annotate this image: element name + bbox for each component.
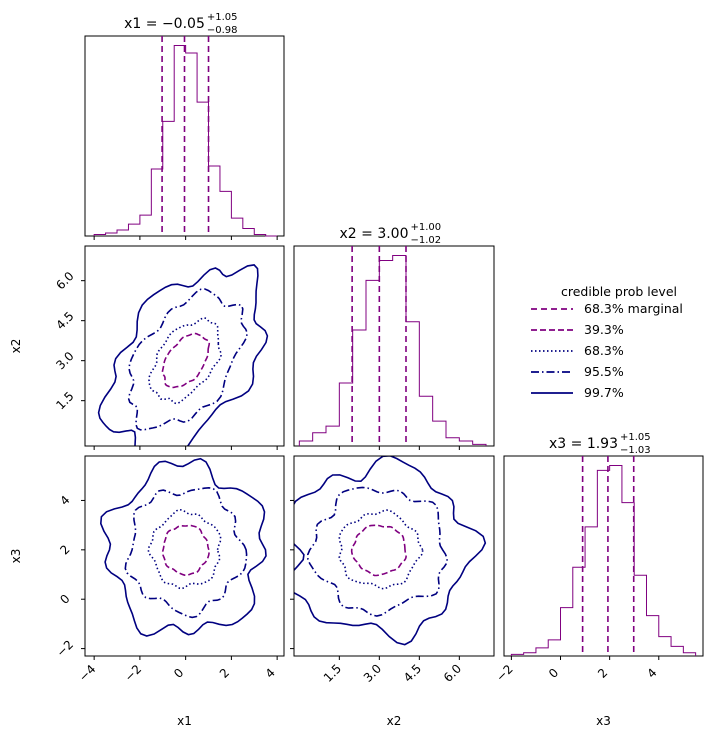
- hist-panel-x1: x1 = −0.05 +1.05 −0.98: [84, 12, 285, 240]
- contour-99-7pct: [97, 264, 269, 446]
- contour-panel-x2-x3: [290, 455, 495, 660]
- contour-68-3pct: [338, 509, 424, 590]
- x-tick-label: 4: [263, 666, 278, 681]
- histogram-x3: [510, 465, 697, 656]
- x-tick-label: −2: [493, 662, 515, 684]
- legend-label: 68.3%: [584, 343, 624, 358]
- x-tick-label: −2: [122, 662, 144, 684]
- title-x3-upper-err: +1.05: [620, 432, 651, 443]
- title-x3-lower-err: −1.03: [620, 445, 651, 456]
- contour-panel-x1-x2: 1.5 3.0 4.5 6.0 x2: [9, 245, 285, 450]
- y-tick-label: 4.5: [53, 309, 76, 332]
- y-tick-label: 4: [57, 493, 72, 508]
- panel-frame: [293, 245, 495, 447]
- title-x1-upper-err: +1.05: [207, 12, 238, 23]
- contour-95-5pct: [127, 288, 249, 431]
- legend-label: 39.3%: [584, 322, 624, 337]
- x-tick-label: 0: [171, 666, 186, 681]
- y-tick-label: 2: [57, 542, 72, 557]
- x-axis-x3: −2 0 2 4 x3: [493, 662, 659, 728]
- panel-frame: [84, 455, 285, 657]
- contour-99-7pct: [99, 457, 267, 637]
- y-tick-label: 6.0: [53, 269, 76, 292]
- contour-95-5pct: [124, 486, 248, 619]
- y-tick-label: 3.0: [53, 349, 76, 372]
- x-tick-label: 2: [217, 666, 232, 681]
- legend-label: 95.5%: [584, 364, 624, 379]
- histogram-x1: [93, 45, 278, 237]
- xlabel-x2: x2: [387, 714, 402, 728]
- legend-label: 68.3% marginal: [584, 301, 683, 316]
- contour-95-5pct: [306, 486, 449, 617]
- x-tick-label: 0: [546, 666, 561, 681]
- xlabel-x3: x3: [596, 714, 611, 728]
- histogram-x2: [298, 255, 487, 446]
- y-tick-label: −2: [54, 637, 76, 659]
- legend-label: 99.7%: [584, 385, 624, 400]
- title-x1-lower-err: −0.98: [207, 25, 238, 36]
- x-tick-label: 3.0: [361, 661, 384, 684]
- y-tick-label: 1.5: [53, 389, 76, 412]
- x-axis-x1: −4 −2 0 2 4 x1: [76, 662, 278, 728]
- panel-frame: [293, 455, 495, 657]
- title-x3: x3 = 1.93: [549, 436, 618, 452]
- hist-panel-x3: x3 = 1.93 +1.05 −1.03: [503, 432, 704, 660]
- x-tick-label: 2: [595, 666, 610, 681]
- y-tick-label: 0: [57, 592, 72, 607]
- legend: credible prob level 68.3% marginal 39.3% 68…: [531, 284, 683, 400]
- contour-68-3pct: [147, 508, 222, 590]
- contour-39-3pct: [350, 524, 407, 577]
- title-x2-lower-err: −1.02: [411, 235, 442, 246]
- panel-frame: [84, 245, 285, 447]
- x-axis-x2: 1.5 3.0 4.5 6.0 x2: [321, 661, 464, 728]
- contour-panel-x1-x3: −2 0 2 4 x3: [9, 455, 285, 660]
- contour-68-3pct: [148, 316, 222, 405]
- legend-title: credible prob level: [561, 284, 677, 299]
- x-tick-label: 4.5: [401, 661, 424, 684]
- ylabel-x2: x2: [9, 339, 23, 354]
- contour-39-3pct: [161, 524, 210, 577]
- x-tick-label: −4: [76, 662, 98, 684]
- x-tick-label: 4: [644, 666, 659, 681]
- x-tick-label: 6.0: [441, 661, 464, 684]
- title-x2-upper-err: +1.00: [411, 222, 442, 233]
- xlabel-x1: x1: [177, 714, 192, 728]
- x-tick-label: 1.5: [321, 661, 344, 684]
- title-x1: x1 = −0.05: [124, 16, 205, 32]
- panel-frame: [503, 455, 704, 657]
- hist-panel-x2: x2 = 3.00 +1.00 −1.02: [293, 222, 495, 450]
- title-x2: x2 = 3.00: [340, 226, 409, 242]
- ylabel-x3: x3: [9, 549, 23, 564]
- contour-99-7pct: [294, 456, 487, 646]
- contour-39-3pct: [161, 332, 211, 389]
